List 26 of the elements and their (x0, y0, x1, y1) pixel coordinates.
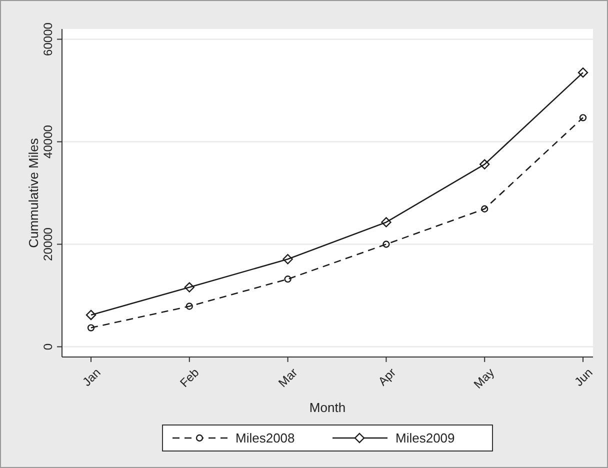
y-tick-label: 60000 (41, 22, 55, 56)
y-axis-title: Cummulative Miles (26, 138, 41, 248)
y-tick-label: 40000 (41, 124, 55, 158)
point (186, 302, 193, 310)
x-tick-label: Apr (375, 365, 399, 389)
x-tick-label: Jun (572, 365, 596, 390)
point (382, 240, 390, 248)
point (86, 310, 96, 320)
point (578, 67, 588, 78)
y-tick-label: 20000 (41, 227, 55, 261)
point (284, 276, 292, 283)
x-tick-label: Jan (80, 365, 104, 390)
point (87, 324, 95, 332)
legend-label: Miles2008 (236, 430, 295, 446)
y-tick-label: 0 (41, 343, 55, 350)
x-tick-label: Mar (276, 365, 300, 390)
legend-label: Miles2009 (396, 430, 455, 446)
x-tick-label: Feb (177, 365, 202, 390)
point (481, 205, 488, 212)
point (184, 282, 194, 292)
point (579, 114, 587, 122)
point (381, 217, 392, 228)
point (282, 254, 293, 264)
x-tick-label: May (471, 365, 497, 392)
point (480, 159, 490, 170)
x-axis-title: Month (309, 400, 346, 415)
